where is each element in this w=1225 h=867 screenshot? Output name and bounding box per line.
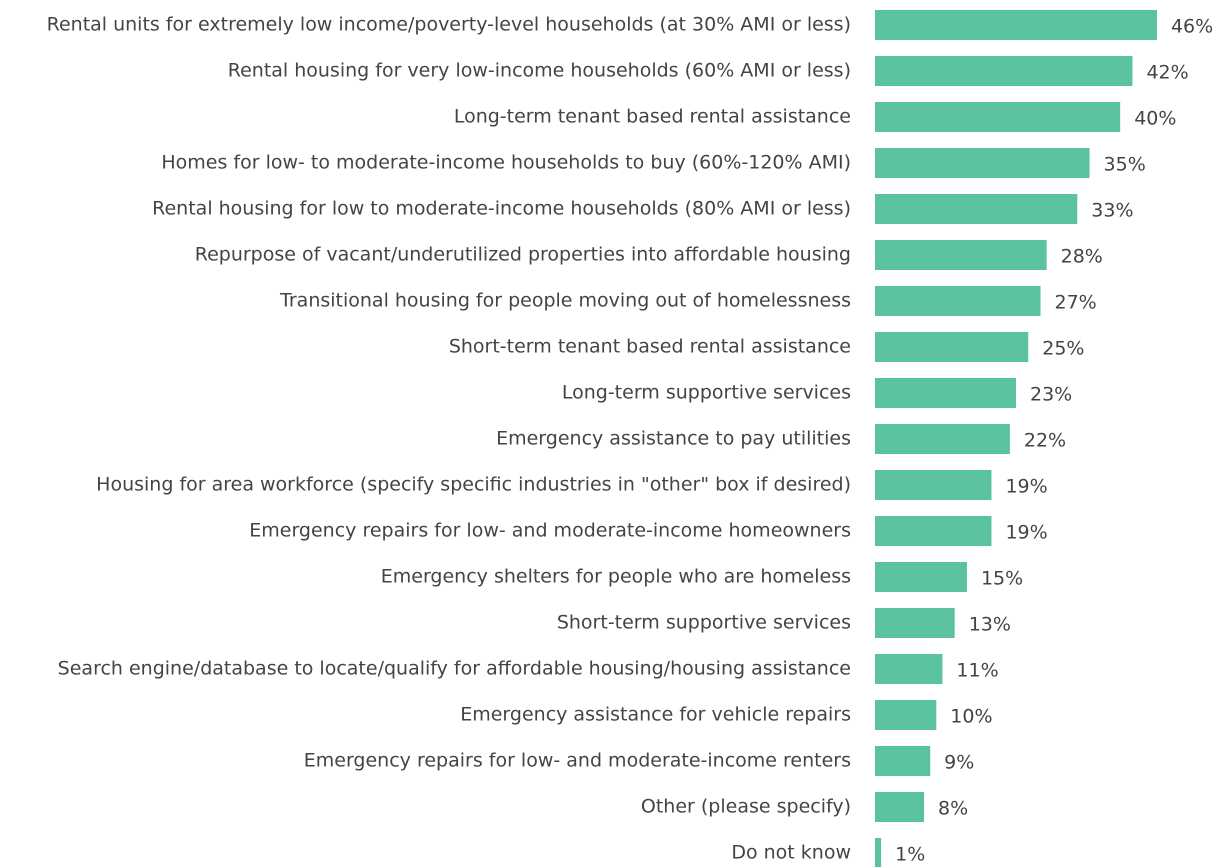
value-label: 1% — [895, 844, 925, 866]
value-label: 25% — [1042, 338, 1084, 360]
value-label: 22% — [1024, 430, 1066, 452]
category-label: Emergency shelters for people who are ho… — [381, 566, 851, 588]
value-label: 27% — [1055, 292, 1097, 314]
value-label: 13% — [969, 614, 1011, 636]
category-label: Short-term tenant based rental assistanc… — [449, 336, 851, 358]
category-label: Long-term supportive services — [562, 382, 851, 404]
bar — [875, 700, 937, 730]
value-label: 28% — [1061, 246, 1103, 268]
category-label: Rental units for extremely low income/po… — [47, 14, 851, 36]
bar — [875, 516, 992, 546]
value-label: 15% — [981, 568, 1023, 590]
category-label: Transitional housing for people moving o… — [279, 290, 851, 312]
value-label: 42% — [1146, 62, 1188, 84]
value-label: 40% — [1134, 108, 1176, 130]
bar — [875, 562, 967, 592]
value-label: 35% — [1104, 154, 1146, 176]
category-label: Long-term tenant based rental assistance — [454, 106, 851, 128]
category-label: Other (please specify) — [641, 796, 851, 818]
category-label: Short-term supportive services — [557, 612, 851, 634]
value-label: 23% — [1030, 384, 1072, 406]
bar — [875, 378, 1016, 408]
value-label: 9% — [944, 752, 974, 774]
category-label: Emergency repairs for low- and moderate-… — [304, 750, 851, 772]
value-label: 46% — [1171, 16, 1213, 38]
bar — [875, 424, 1010, 454]
value-label: 10% — [950, 706, 992, 728]
category-label: Homes for low- to moderate-income househ… — [161, 152, 851, 174]
bar — [875, 10, 1157, 40]
category-label: Emergency repairs for low- and moderate-… — [249, 520, 851, 542]
bar — [875, 194, 1078, 224]
bar — [875, 102, 1121, 132]
value-label: 11% — [956, 660, 998, 682]
bar — [875, 654, 943, 684]
category-label: Housing for area workforce (specify spec… — [96, 474, 851, 496]
bar — [875, 792, 925, 822]
bar — [875, 240, 1047, 270]
value-label: 8% — [938, 798, 968, 820]
bar — [875, 286, 1041, 316]
bar — [875, 608, 955, 638]
value-label: 19% — [1005, 522, 1047, 544]
category-label: Rental housing for very low-income house… — [228, 60, 851, 82]
bar — [875, 56, 1133, 86]
category-label: Repurpose of vacant/underutilized proper… — [195, 244, 851, 266]
bar — [875, 332, 1029, 362]
bar — [875, 470, 992, 500]
category-label: Emergency assistance for vehicle repairs — [460, 704, 851, 726]
category-label: Emergency assistance to pay utilities — [496, 428, 851, 450]
bar — [875, 838, 882, 867]
category-label: Search engine/database to locate/qualify… — [58, 658, 851, 680]
value-label: 19% — [1005, 476, 1047, 498]
category-label: Do not know — [731, 842, 851, 864]
bar — [875, 746, 931, 776]
bar — [875, 148, 1090, 178]
category-label: Rental housing for low to moderate-incom… — [152, 198, 851, 220]
value-label: 33% — [1091, 200, 1133, 222]
